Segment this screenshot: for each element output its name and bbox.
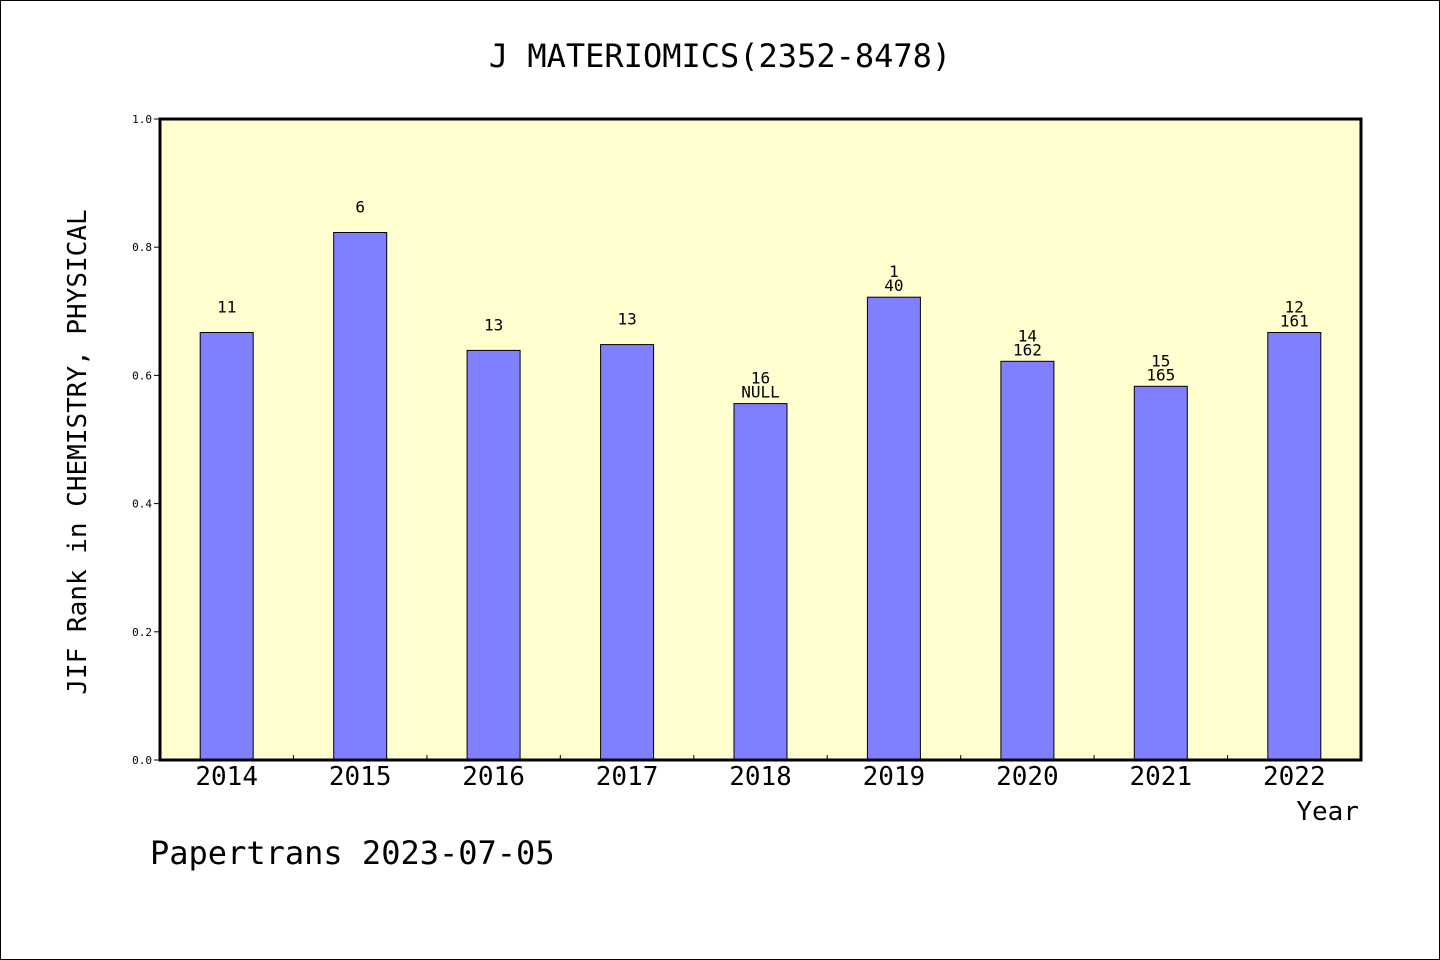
bars-layer [199, 232, 1322, 761]
y-tick-label-0.0: 0.0 [132, 754, 152, 767]
x-tick-label-2015: 2015 [329, 762, 392, 792]
plot-frame [158, 117, 1363, 762]
bar-label-rank-2018: 16 [751, 369, 770, 388]
bar-label-secondary-2021: 165 [1146, 365, 1175, 384]
bar-label-secondary-2019: 40 [884, 276, 903, 295]
x-tick-label-2014: 2014 [195, 762, 258, 792]
bar-2015 [333, 232, 388, 761]
x-axis-title: Year [1296, 797, 1359, 827]
y-tick-label-0.4: 0.4 [132, 498, 152, 511]
y-tick-label-0.8: 0.8 [132, 241, 152, 254]
x-axis: 2014 2015 2016 2017 2018 2019 2020 2021 2022 [195, 755, 1326, 792]
x-tick-label-2021: 2021 [1129, 762, 1192, 792]
bar-2022 [1267, 332, 1322, 761]
y-tick-label-0.6: 0.6 [132, 369, 152, 382]
bar-2020 [1000, 360, 1055, 761]
x-tick-label-2022: 2022 [1263, 762, 1326, 792]
y-axis: 0.0 0.2 0.4 0.6 0.8 1.0 [132, 113, 160, 767]
bar-label-secondary-2022: 161 [1280, 312, 1309, 331]
x-tick-label-2016: 2016 [462, 762, 525, 792]
bar-2019 [866, 296, 921, 761]
bar-label-rank-2019: 1 [889, 262, 899, 281]
bar-label-secondary-2020: 162 [1013, 340, 1042, 359]
chart-title: J MATERIOMICS(2352-8478) [489, 37, 951, 75]
bar-2018 [733, 403, 788, 761]
bar-label-rank-2017: 13 [617, 310, 636, 329]
bar-label-rank-2016: 13 [484, 315, 503, 334]
bar-label-secondary-2018: NULL [741, 383, 780, 402]
bar-label-rank-2015: 6 [355, 198, 365, 217]
x-tick-label-2020: 2020 [996, 762, 1059, 792]
x-tick-label-2018: 2018 [729, 762, 792, 792]
bar-2017 [600, 344, 655, 761]
y-tick-label-0.2: 0.2 [132, 626, 152, 639]
x-tick-label-2017: 2017 [596, 762, 659, 792]
bar-label-rank-2021: 15 [1151, 351, 1170, 370]
bar-label-rank-2022: 12 [1285, 298, 1304, 317]
y-tick-label-1.0: 1.0 [132, 113, 152, 126]
bar-2021 [1133, 385, 1188, 761]
footer-credit: Papertrans 2023-07-05 [150, 834, 555, 872]
x-tick-label-2019: 2019 [863, 762, 926, 792]
bar-2014 [199, 332, 254, 761]
bar-label-rank-2020: 14 [1018, 326, 1037, 345]
bar-label-rank-2014: 11 [217, 298, 236, 317]
bar-2016 [466, 349, 521, 761]
y-axis-title: JIF Rank in CHEMISTRY, PHYSICAL [63, 209, 93, 694]
